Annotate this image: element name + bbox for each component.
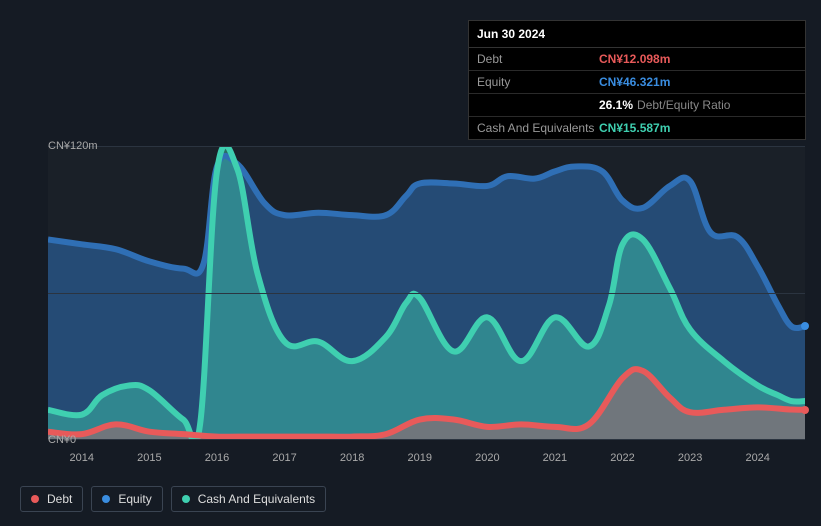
legend-item-label: Debt [47, 492, 72, 506]
chart-tooltip: Jun 30 2024 DebtCN¥12.098mEquityCN¥46.32… [468, 20, 806, 140]
legend-item-label: Equity [118, 492, 151, 506]
chart-legend: Debt Equity Cash And Equivalents [20, 486, 326, 512]
tooltip-row: DebtCN¥12.098m [469, 48, 805, 71]
legend-item-equity[interactable]: Equity [91, 486, 162, 512]
series-end-marker [801, 322, 809, 330]
tooltip-row-label: Equity [477, 75, 599, 89]
tooltip-row-value: 26.1%Debt/Equity Ratio [599, 98, 797, 112]
tooltip-row-label: Debt [477, 52, 599, 66]
legend-dot-icon [182, 495, 190, 503]
x-axis-tick-label: 2015 [137, 452, 161, 464]
x-axis-tick-label: 2023 [678, 452, 702, 464]
chart-x-axis: 2014 2015 2016 2017 2018 2019 2020 2021 2022 2023… [48, 448, 805, 468]
legend-item-cash-and-equivalents[interactable]: Cash And Equivalents [171, 486, 326, 512]
y-axis-tick-label: CN¥120m [48, 140, 54, 152]
x-axis-tick-label: 2014 [70, 452, 94, 464]
x-axis-tick-label: 2017 [272, 452, 296, 464]
tooltip-row-label [477, 98, 599, 112]
x-axis-tick-label: 2021 [543, 452, 567, 464]
legend-item-label: Cash And Equivalents [198, 492, 315, 506]
x-axis-tick-label: 2018 [340, 452, 364, 464]
x-axis-tick-label: 2016 [205, 452, 229, 464]
x-axis-tick-label: 2024 [745, 452, 769, 464]
series-end-marker [801, 406, 809, 414]
tooltip-row: EquityCN¥46.321m [469, 71, 805, 94]
legend-dot-icon [102, 495, 110, 503]
legend-dot-icon [31, 495, 39, 503]
tooltip-row-value: CN¥12.098m [599, 52, 797, 66]
tooltip-date: Jun 30 2024 [469, 21, 805, 48]
chart-gridline [48, 293, 805, 294]
balance-sheet-chart: 2014 2015 2016 2017 2018 2019 2020 2021 2022 2023… [16, 128, 805, 468]
x-axis-tick-label: 2020 [475, 452, 499, 464]
x-axis-tick-label: 2019 [407, 452, 431, 464]
legend-item-debt[interactable]: Debt [20, 486, 83, 512]
x-axis-tick-label: 2022 [610, 452, 634, 464]
tooltip-row-value: CN¥46.321m [599, 75, 797, 89]
chart-plot-area[interactable] [48, 146, 805, 440]
y-axis-tick-label: CN¥0 [48, 434, 54, 446]
tooltip-row: 26.1%Debt/Equity Ratio [469, 94, 805, 117]
